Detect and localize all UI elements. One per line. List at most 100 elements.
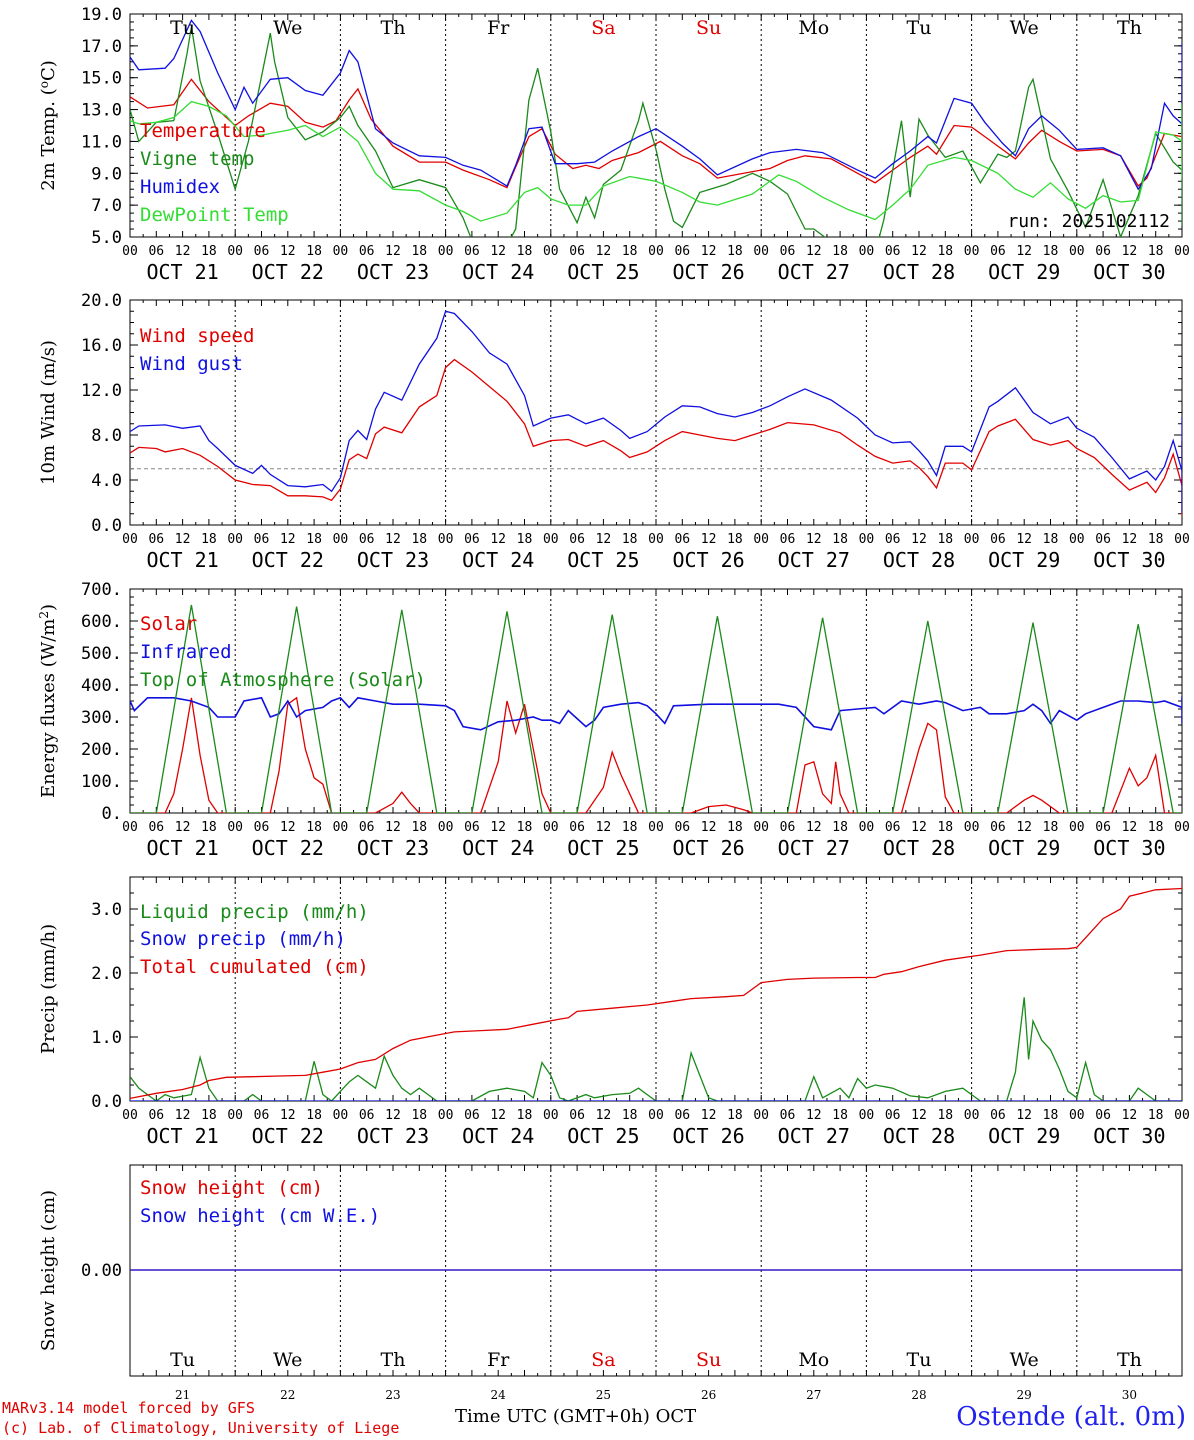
hour-tick-label: 00: [964, 532, 980, 547]
bottom-day-number: 24: [491, 1388, 507, 1402]
legend-entry: DewPoint Temp: [140, 204, 289, 226]
panel-flux: 0. 100. 200. 300. 400. 500. 600. 700. Energy flu…: [37, 580, 1190, 860]
hour-tick-label: 06: [885, 820, 901, 835]
hour-tick-label: 12: [596, 1108, 612, 1123]
hour-tick-label: 00: [122, 1108, 138, 1123]
hour-tick-label: 06: [464, 532, 480, 547]
date-label: OCT 29: [988, 836, 1060, 860]
hour-tick-label: 18: [411, 1108, 427, 1123]
hour-tick-label: 12: [1122, 532, 1138, 547]
hour-tick-label: 00: [1069, 244, 1085, 259]
legend-entry: Vigne temp: [140, 148, 254, 170]
hour-tick-label: 12: [385, 244, 401, 259]
date-label: OCT 23: [357, 548, 429, 572]
hour-tick-label: 18: [201, 244, 217, 259]
date-label: OCT 29: [988, 548, 1060, 572]
series-wind-gust: [130, 310, 1182, 513]
hour-tick-label: 12: [280, 820, 296, 835]
xaxis-title: Time UTC (GMT+0h) OCT: [455, 1406, 697, 1427]
hour-tick-label: 12: [1016, 1108, 1032, 1123]
date-label: OCT 22: [252, 836, 324, 860]
y-tick-label: 0.0: [91, 516, 122, 536]
hour-tick-label: 00: [438, 820, 454, 835]
hour-tick-label: 18: [517, 1108, 533, 1123]
day-name-label: We: [1010, 1349, 1039, 1371]
hour-tick-label: 18: [201, 1108, 217, 1123]
hour-tick-label: 18: [411, 820, 427, 835]
hour-tick-label: 06: [359, 532, 375, 547]
y-tick-label: 3.0: [91, 900, 122, 920]
hour-tick-label: 12: [1122, 244, 1138, 259]
hour-tick-label: 12: [911, 244, 927, 259]
y-tick-label: 5.0: [91, 228, 122, 248]
hour-tick-label: 00: [227, 820, 243, 835]
y-tick-label: 0.: [102, 804, 122, 824]
hour-tick-label: 18: [1148, 820, 1164, 835]
y-axis-title: 2m Temp. (oC): [37, 60, 59, 191]
hour-tick-label: 06: [148, 244, 164, 259]
hour-tick-label: 12: [280, 1108, 296, 1123]
y-tick-label: 16.0: [81, 336, 122, 356]
series-total-cumulated-cm-: [130, 883, 1182, 1100]
y-tick-label: 20.0: [81, 291, 122, 311]
hour-tick-label: 18: [1043, 244, 1059, 259]
day-name-label: Tu: [170, 17, 195, 39]
panel-precip: 0.0 1.0 2.0 3.0 Precip (mm/h) Liquid precip (…: [38, 876, 1190, 1148]
y-tick-label: 100.: [81, 772, 122, 792]
hour-tick-label: 18: [517, 532, 533, 547]
hour-tick-label: 12: [1122, 820, 1138, 835]
hour-tick-label: 00: [333, 244, 349, 259]
bottom-day-number: 27: [806, 1388, 821, 1402]
hour-tick-label: 00: [648, 244, 664, 259]
legend-entry: Wind speed: [140, 325, 254, 347]
hour-tick-label: 06: [1095, 244, 1111, 259]
hour-tick-label: 18: [201, 532, 217, 547]
y-tick-label: 15.0: [81, 69, 122, 89]
hour-tick-label: 06: [674, 820, 690, 835]
y-tick-label: 400.: [81, 676, 122, 696]
date-label: OCT 22: [252, 260, 324, 284]
hour-tick-label: 18: [622, 820, 638, 835]
hour-tick-label: 00: [753, 532, 769, 547]
hour-tick-label: 06: [885, 532, 901, 547]
hour-tick-label: 06: [254, 244, 270, 259]
series-solar: [130, 696, 1182, 813]
legend-entry: Infrared: [140, 641, 232, 663]
series-top-of-atmosphere-solar-: [130, 604, 1182, 813]
hour-tick-label: 00: [333, 820, 349, 835]
hour-tick-label: 00: [964, 820, 980, 835]
date-label: OCT 27: [778, 836, 850, 860]
hour-tick-label: 12: [385, 820, 401, 835]
hour-tick-label: 18: [1148, 244, 1164, 259]
panel-snow: 0.00 Snow height (cm) Snow height (cm) Snow…: [38, 1164, 1183, 1402]
hour-tick-label: 18: [622, 1108, 638, 1123]
y-tick-label: 2.0: [91, 964, 122, 984]
hour-tick-label: 06: [359, 244, 375, 259]
hour-tick-label: 00: [438, 532, 454, 547]
date-label: OCT 24: [462, 1124, 534, 1148]
hour-tick-label: 12: [385, 1108, 401, 1123]
hour-tick-label: 06: [148, 820, 164, 835]
hour-tick-label: 00: [1069, 1108, 1085, 1123]
hour-tick-label: 06: [674, 244, 690, 259]
hour-tick-label: 18: [517, 244, 533, 259]
hour-tick-label: 18: [622, 532, 638, 547]
y-axis-title: Precip (mm/h): [38, 924, 59, 1054]
date-label: OCT 24: [462, 548, 534, 572]
hour-tick-label: 06: [990, 532, 1006, 547]
hour-tick-label: 12: [385, 532, 401, 547]
hour-tick-label: 12: [596, 244, 612, 259]
y-axis-title: Energy fluxes (W/m2): [37, 604, 59, 798]
hour-tick-label: 00: [122, 532, 138, 547]
hour-tick-label: 06: [569, 244, 585, 259]
hour-tick-label: 18: [832, 244, 848, 259]
y-tick-label: 11.0: [81, 132, 122, 152]
hour-tick-label: 18: [306, 244, 322, 259]
hour-tick-label: 06: [780, 820, 796, 835]
day-name-label: Fr: [487, 17, 510, 39]
day-name-label: Sa: [591, 17, 615, 39]
hour-tick-label: 00: [1069, 532, 1085, 547]
hour-tick-label: 00: [859, 820, 875, 835]
hour-tick-label: 00: [227, 532, 243, 547]
day-name-label: Tu: [170, 1349, 195, 1371]
